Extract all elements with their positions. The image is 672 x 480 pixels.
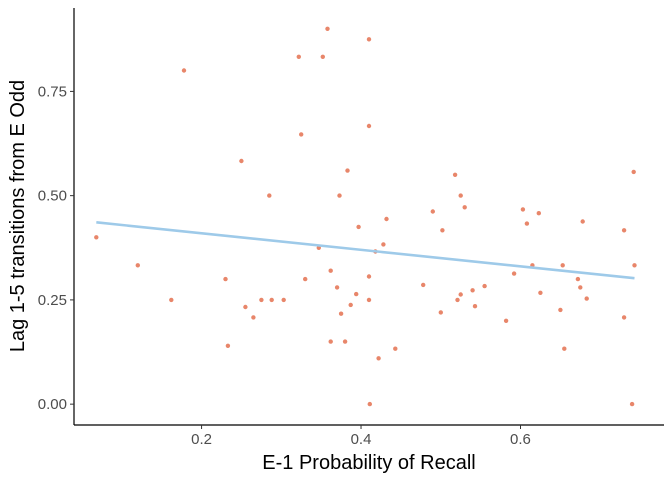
data-point-6 [239, 158, 244, 164]
data-point-30 [366, 123, 372, 129]
data-point-23 [338, 311, 344, 316]
data-point-14 [299, 132, 304, 137]
data-point-46 [458, 193, 463, 198]
data-point-50 [482, 283, 487, 289]
data-point-64 [584, 296, 589, 301]
data-point-56 [536, 211, 541, 216]
data-point-25 [345, 168, 350, 173]
data-point-32 [366, 297, 372, 303]
data-point-15 [303, 276, 308, 282]
x-axis-title: E-1 Probability of Recall [262, 452, 475, 474]
data-point-60 [562, 346, 567, 351]
data-point-54 [524, 221, 530, 226]
trend-line [96, 221, 635, 280]
data-point-2 [169, 297, 174, 303]
y-axis-ticks: 0.00 0.25 0.50 0.75 [38, 83, 74, 413]
data-point-37 [384, 216, 389, 222]
y-tick-label: 0.75 [38, 83, 67, 100]
data-point-33 [367, 401, 372, 407]
data-point-45 [458, 292, 463, 297]
data-point-65 [621, 228, 627, 233]
y-tick-label: 0.25 [38, 292, 67, 309]
data-point-39 [421, 282, 426, 288]
data-point-1 [135, 263, 140, 268]
data-point-10 [267, 193, 272, 198]
data-point-36 [381, 242, 386, 247]
data-point-29 [366, 37, 372, 42]
data-point-48 [470, 288, 475, 293]
data-point-49 [472, 304, 478, 309]
data-point-41 [438, 310, 443, 315]
data-point-24 [342, 339, 348, 344]
data-point-20 [328, 268, 333, 273]
data-point-7 [243, 304, 248, 310]
data-point-66 [621, 315, 627, 320]
data-point-19 [328, 339, 333, 344]
x-tick-label: 0.4 [351, 431, 372, 448]
data-point-63 [580, 219, 585, 224]
data-point-11 [269, 297, 274, 303]
data-point-18 [325, 26, 330, 31]
data-point-52 [511, 271, 517, 276]
data-point-51 [503, 318, 509, 323]
data-point-47 [462, 205, 467, 210]
data-point-12 [281, 297, 286, 303]
data-point-27 [354, 291, 359, 297]
data-point-3 [181, 68, 187, 73]
data-point-61 [575, 276, 581, 282]
data-point-53 [520, 207, 526, 212]
data-point-35 [376, 356, 381, 361]
data-point-9 [259, 297, 264, 303]
data-point-67 [629, 401, 635, 407]
data-point-22 [337, 193, 342, 198]
data-point-21 [334, 285, 340, 290]
data-point-5 [225, 343, 231, 348]
data-point-4 [223, 276, 228, 282]
data-point-28 [356, 224, 361, 230]
data-point-17 [320, 54, 325, 59]
data-point-13 [296, 54, 301, 59]
data-point-57 [538, 290, 543, 295]
data-point-42 [440, 228, 445, 233]
y-axis-title: Lag 1-5 transitions from E Odd [7, 80, 29, 352]
x-tick-label: 0.6 [510, 431, 531, 448]
data-point-38 [393, 346, 398, 351]
data-point-8 [251, 315, 256, 320]
data-points [94, 26, 637, 407]
data-point-31 [366, 274, 372, 279]
data-point-69 [632, 263, 637, 268]
data-point-0 [94, 235, 99, 240]
x-tick-label: 0.2 [191, 431, 212, 448]
y-tick-label: 0.50 [38, 188, 67, 205]
data-point-40 [430, 209, 435, 214]
data-point-58 [558, 307, 563, 313]
data-point-59 [560, 263, 565, 268]
data-point-68 [631, 169, 636, 175]
y-tick-label: 0.00 [38, 396, 67, 413]
regression-line [96, 221, 635, 280]
data-point-43 [452, 172, 458, 177]
data-point-26 [348, 302, 353, 308]
x-axis-ticks: 0.2 0.4 0.6 [191, 425, 531, 448]
data-point-62 [578, 285, 583, 290]
data-point-44 [455, 297, 460, 303]
